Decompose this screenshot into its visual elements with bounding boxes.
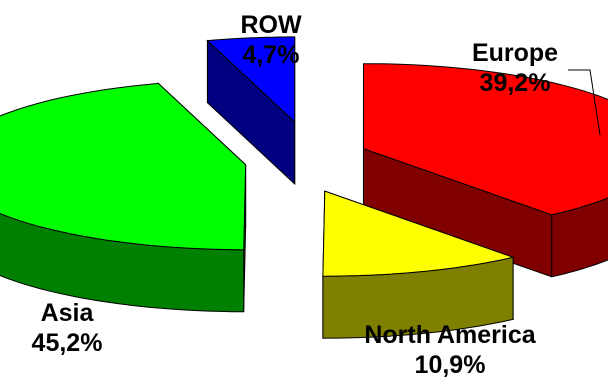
slice-row <box>206 36 296 186</box>
slice-north-america-top <box>322 190 515 277</box>
label-asia-name: Asia <box>40 299 94 327</box>
label-north-america: North America 10,9% <box>330 320 570 380</box>
label-europe-name: Europe <box>471 39 559 67</box>
label-north-america-value: 10,9% <box>414 351 486 379</box>
label-europe-value: 39,2% <box>479 69 551 97</box>
label-row-name: ROW <box>240 11 302 39</box>
label-row: ROW 4,7% <box>216 10 326 70</box>
slice-europe <box>362 63 608 278</box>
slice-north-america <box>322 190 515 339</box>
slice-asia <box>0 82 247 313</box>
slice-europe-wall-0 <box>551 197 608 278</box>
label-asia-value: 45,2% <box>31 329 103 357</box>
slice-asia-top <box>0 82 247 251</box>
europe-leader-line <box>568 69 601 136</box>
label-europe: Europe 39,2% <box>450 38 580 98</box>
label-north-america-name: North America <box>364 321 536 349</box>
label-row-value: 4,7% <box>242 41 300 69</box>
label-asia: Asia 45,2% <box>12 298 122 358</box>
slice-row-top <box>206 36 296 124</box>
slice-europe-top <box>362 63 608 216</box>
